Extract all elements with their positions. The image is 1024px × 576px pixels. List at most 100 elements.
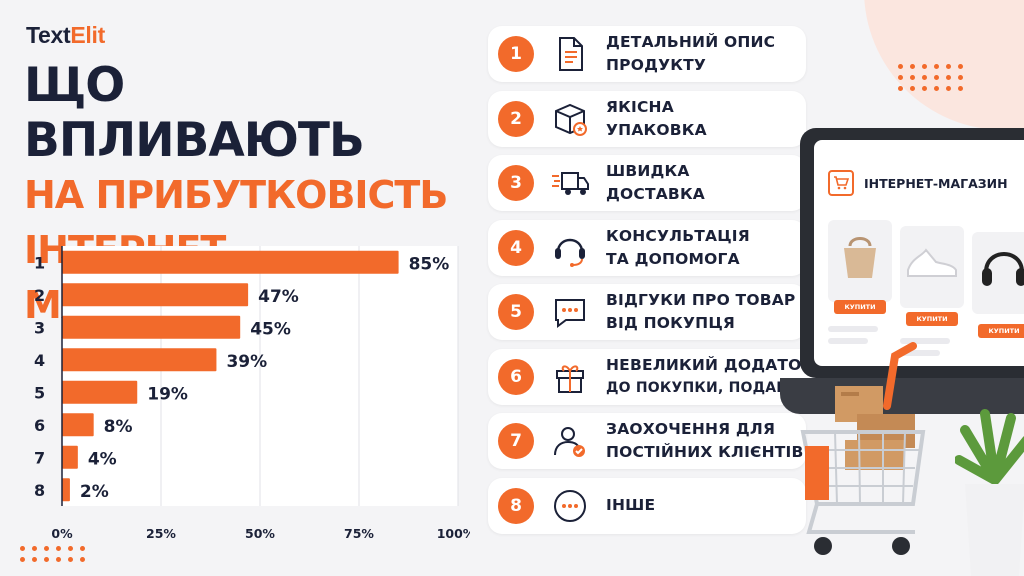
- factor-label-line-1: ШВИДКА: [606, 162, 690, 180]
- cart-icon: [828, 170, 854, 196]
- chart-category-label: 6: [34, 416, 45, 435]
- decor-dot: [898, 86, 903, 91]
- factor-item: 4 КОНСУЛЬТАЦІЯ ТА ДОПОМОГА: [488, 219, 806, 276]
- chart-bar: [62, 478, 70, 502]
- factor-number: 2: [498, 100, 534, 137]
- factor-label-line-1: ВІДГУКИ ПРО ТОВАР: [606, 291, 796, 309]
- chart-bar: [62, 380, 138, 404]
- chart-category-label: 7: [34, 448, 45, 467]
- chart-value-label: 2%: [80, 482, 109, 502]
- decor-dot: [946, 75, 951, 80]
- factor-item: 2 ЯКІСНА УПАКОВКА: [488, 90, 806, 147]
- delivery-truck-icon: [548, 161, 592, 205]
- factor-label-line-2: ДО ПОКУПКИ, ПОДАРУНОК: [606, 379, 834, 396]
- factor-label: ЯКІСНА УПАКОВКА: [606, 96, 707, 142]
- factor-label-line-2: ВІД ПОКУПЦЯ: [606, 314, 736, 332]
- user-check-icon: [548, 419, 592, 463]
- decor-dot: [958, 64, 963, 69]
- decor-dot: [44, 557, 49, 562]
- factor-label: ЗАОХОЧЕННЯ ДЛЯ ПОСТІЙНИХ КЛІЄНТІВ: [606, 418, 804, 464]
- decor-dot: [898, 64, 903, 69]
- buy-button-3[interactable]: КУПИТИ: [978, 324, 1024, 338]
- factor-label-line-2: ДОСТАВКА: [606, 185, 706, 203]
- decor-dot: [68, 546, 73, 551]
- decor-dot: [56, 546, 61, 551]
- headphones-icon: [982, 252, 1024, 286]
- chart-x-tick-label: 0%: [51, 526, 73, 541]
- chart-value-label: 19%: [147, 384, 188, 404]
- factor-list: 1 ДЕТАЛЬНИЙ ОПИС ПРОДУКТУ 2 ЯКІСНА УПАКОВКА 3 Ш…: [488, 26, 836, 542]
- factor-label-line-2: УПАКОВКА: [606, 120, 707, 139]
- factor-number: 6: [498, 358, 534, 395]
- factor-label-line-1: НЕВЕЛИКИЙ ДОДАТОК: [606, 355, 815, 374]
- product-card-handbag: [828, 220, 892, 302]
- decor-dot: [80, 546, 85, 551]
- skeleton-line: [900, 338, 950, 344]
- factor-number: 4: [498, 229, 534, 266]
- factor-label: ДЕТАЛЬНИЙ ОПИС ПРОДУКТУ: [606, 31, 775, 77]
- chart-x-tick-label: 75%: [344, 526, 374, 541]
- decor-dot: [934, 64, 939, 69]
- chat-bubble-icon: [548, 290, 592, 334]
- decor-dot: [922, 64, 927, 69]
- chart-category-label: 5: [34, 383, 45, 402]
- chart-x-tick-label: 25%: [146, 526, 176, 541]
- factor-number: 5: [498, 294, 534, 330]
- laptop-illustration: ІНТЕРНЕТ-МАГАЗИН КУПИТИ КУПИТИ КУПИТИ: [780, 128, 1024, 428]
- factor-item: 5 ВІДГУКИ ПРО ТОВАР ВІД ПОКУПЦЯ: [488, 284, 806, 340]
- decor-dots-top: [898, 64, 964, 91]
- document-icon: [548, 32, 592, 76]
- decor-dot: [910, 86, 915, 91]
- factor-label-line-2: ТА ДОПОМОГА: [606, 249, 740, 268]
- handbag-icon: [844, 237, 876, 278]
- chart-bar: [62, 445, 78, 469]
- headset-icon: [548, 226, 592, 270]
- factor-number: 7: [498, 423, 534, 459]
- brand-name-accent: Elit: [70, 22, 105, 48]
- decor-dot: [898, 75, 903, 80]
- shopping-cart-icon: [800, 342, 926, 555]
- factor-label-line-1: КОНСУЛЬТАЦІЯ: [606, 226, 750, 245]
- chart-category-label: 2: [34, 286, 45, 305]
- title-line-1: ЩО ВПЛИВАЮТЬ: [24, 58, 365, 168]
- factor-item: 3 ШВИДКА ДОСТАВКА: [488, 155, 806, 211]
- potted-plant-icon: [955, 409, 1024, 576]
- factor-label-line-1: ІНШЕ: [606, 496, 656, 514]
- factor-label-line-1: ДЕТАЛЬНИЙ ОПИС: [606, 33, 776, 51]
- factor-label: ВІДГУКИ ПРО ТОВАР ВІД ПОКУПЦЯ: [606, 289, 795, 335]
- chart-category-label: 3: [34, 318, 45, 337]
- buy-button-1[interactable]: КУПИТИ: [834, 300, 886, 314]
- chart-x-tick-label: 100%: [437, 526, 470, 541]
- chart-value-label: 47%: [258, 287, 299, 307]
- chart-bar: [62, 413, 94, 437]
- chart-category-label: 1: [34, 253, 45, 272]
- product-card-sneakers: [900, 226, 964, 308]
- decor-dot: [934, 86, 939, 91]
- factor-label-line-1: ЗАОХОЧЕННЯ ДЛЯ: [606, 420, 776, 438]
- decor-dot: [922, 75, 927, 80]
- factor-item: 7 ЗАОХОЧЕННЯ ДЛЯ ПОСТІЙНИХ КЛІЄНТІВ: [488, 413, 806, 469]
- chart-bar: [62, 348, 217, 372]
- decor-dot: [958, 75, 963, 80]
- chart-value-label: 8%: [104, 417, 133, 437]
- decor-dot: [68, 557, 73, 562]
- chart-bar: [62, 250, 399, 274]
- chart-bar: [62, 315, 241, 339]
- decor-dot: [32, 546, 37, 551]
- factor-item: 6 НЕВЕЛИКИЙ ДОДАТОК ДО ПОКУПКИ, ПОДАРУНОК: [488, 348, 836, 405]
- chart-value-label: 45%: [250, 319, 291, 339]
- factor-label-line-1: ЯКІСНА: [606, 97, 674, 116]
- decor-dot: [80, 557, 85, 562]
- brand-name-main: Text: [26, 22, 71, 48]
- skeleton-line: [900, 350, 940, 356]
- buy-button-2[interactable]: КУПИТИ: [906, 312, 958, 326]
- decor-dot: [56, 557, 61, 562]
- factor-item: 1 ДЕТАЛЬНИЙ ОПИС ПРОДУКТУ: [488, 26, 806, 82]
- decor-dot: [958, 86, 963, 91]
- factor-label: НЕВЕЛИКИЙ ДОДАТОК ДО ПОКУПКИ, ПОДАРУНОК: [606, 354, 833, 400]
- title-line-2: НА ПРИБУТКОВІСТЬ: [24, 173, 448, 217]
- chart-x-tick-label: 50%: [245, 526, 275, 541]
- chart-value-label: 4%: [88, 449, 117, 469]
- decor-dot: [910, 75, 915, 80]
- more-dots-icon: [548, 484, 592, 528]
